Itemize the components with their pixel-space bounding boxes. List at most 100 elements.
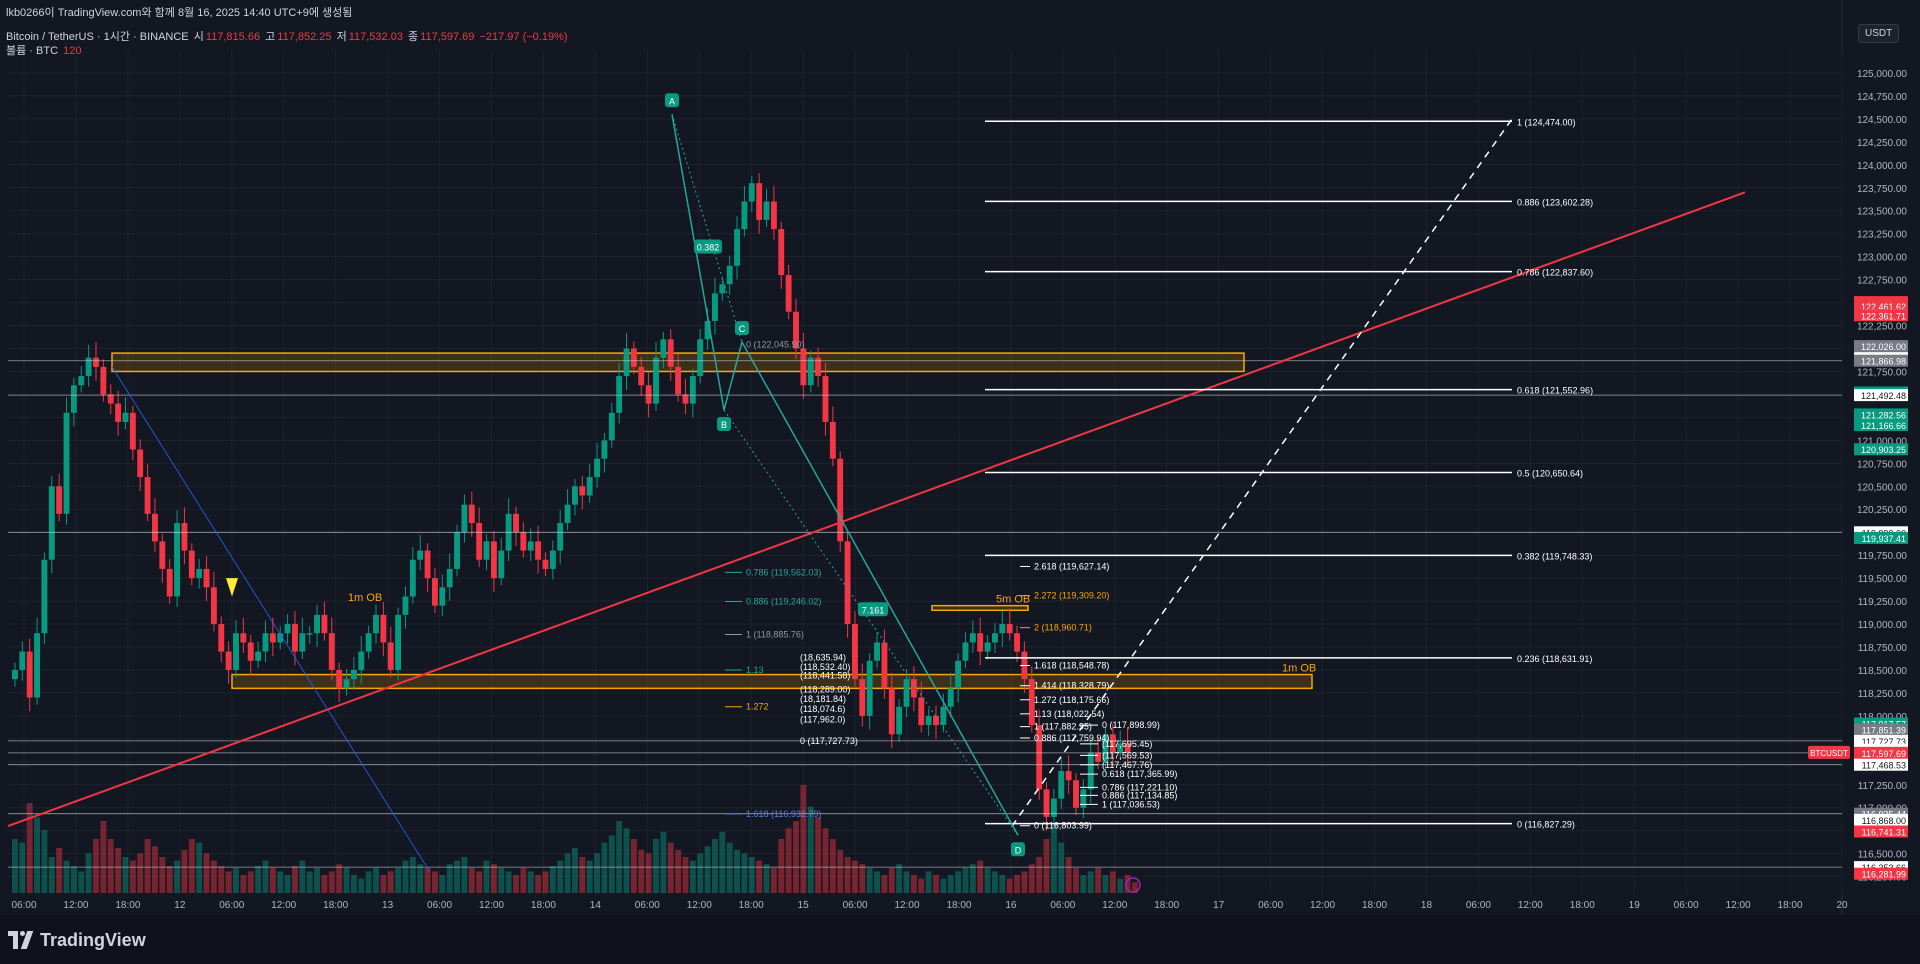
- abcd-point-a: [665, 93, 679, 108]
- price-axis-badge: [1854, 813, 1908, 826]
- candle-body: [476, 523, 483, 560]
- volume-bar: [299, 860, 306, 893]
- volume-value: 120: [63, 45, 82, 57]
- volume-bar: [476, 871, 483, 893]
- candle-body: [454, 532, 460, 569]
- x-tick-label: 18:00: [531, 900, 556, 911]
- volume-bar: [557, 860, 564, 893]
- candle-body: [1006, 624, 1013, 634]
- volume-bar: [616, 821, 623, 893]
- y-tick-label: 123,500.00: [1857, 207, 1907, 218]
- y-tick-label: 118,000.00: [1858, 712, 1908, 723]
- volume-bar: [778, 839, 785, 893]
- abcd-label: A: [669, 96, 675, 106]
- price-axis-badge-label: 117,851.39: [1862, 726, 1906, 736]
- volume-bar: [1028, 864, 1035, 893]
- y-tick-label: 125,000.00: [1857, 69, 1907, 80]
- volume-bar: [925, 871, 932, 893]
- x-tick-label: 13: [382, 900, 394, 911]
- candle-body: [1124, 743, 1131, 753]
- volume-bar: [667, 842, 674, 893]
- tradingview-logo[interactable]: TradingView: [8, 930, 146, 951]
- volume-bar: [417, 864, 424, 893]
- x-tick-label: 18: [1421, 900, 1433, 911]
- candle-body: [770, 201, 777, 230]
- candle-body: [542, 559, 549, 569]
- volume-bar: [284, 875, 291, 893]
- candle-body: [490, 541, 497, 579]
- candle-body: [218, 624, 225, 652]
- volume-bar: [881, 875, 888, 893]
- candle-body: [306, 633, 313, 635]
- candle-body: [535, 541, 542, 560]
- candle-body: [712, 293, 718, 321]
- volume-bar: [630, 839, 637, 893]
- fib-ext-label: 2.618 (119,627.14): [1034, 561, 1109, 571]
- candle-body: [630, 348, 637, 367]
- candle-body: [166, 568, 173, 597]
- candle-body: [888, 688, 895, 735]
- x-tick-label: 15: [798, 900, 810, 911]
- volume-bar: [940, 878, 947, 893]
- volume-bar: [660, 831, 667, 893]
- volume-bar: [1109, 871, 1116, 893]
- volume-bar: [527, 871, 534, 893]
- price-axis-badge: [1854, 746, 1908, 759]
- left-fib-label: 1.618 (116,932.79): [746, 809, 821, 819]
- candle-body: [586, 477, 593, 496]
- volume-bar: [461, 857, 468, 893]
- abcd-dotted: [671, 114, 743, 343]
- currency-button[interactable]: USDT: [1858, 24, 1900, 43]
- abcd-label: C: [739, 324, 746, 334]
- candle-body: [188, 550, 195, 579]
- volume-bar: [129, 860, 136, 893]
- volume-bar: [542, 871, 549, 893]
- volume-bar: [999, 875, 1006, 893]
- small-fib-label: 0.786 (117,221.10): [1102, 782, 1177, 792]
- volume-bar: [815, 817, 822, 893]
- volume-bar: [85, 853, 92, 893]
- candle-body: [26, 651, 33, 698]
- y-tick-label: 118,250.00: [1858, 689, 1908, 700]
- volume-bar: [785, 828, 792, 893]
- candle-body: [358, 651, 365, 670]
- candle-body: [255, 651, 262, 661]
- x-tick-label: 18:00: [1570, 900, 1595, 911]
- volume-bar: [255, 866, 262, 893]
- candle-body: [1080, 789, 1087, 808]
- candle-body: [424, 550, 431, 579]
- candle-body: [969, 633, 976, 643]
- ohlc-open: 117,815.66: [205, 31, 261, 43]
- candle-body: [594, 458, 600, 478]
- price-axis-badge-label: 116,868.00: [1862, 816, 1906, 826]
- price-axis-badge: [1854, 309, 1908, 322]
- candle-body: [292, 624, 298, 652]
- volume-bar: [984, 867, 991, 893]
- volume-bar: [19, 842, 26, 893]
- volume-bar: [1124, 875, 1131, 893]
- abcd-point-d: [1011, 842, 1025, 857]
- symbol-label[interactable]: Bitcoin / TetherUS · 1시간 · BINANCE: [6, 31, 189, 43]
- candle-body: [903, 679, 910, 707]
- ohlc-open-label: 시: [193, 31, 204, 43]
- candle-body: [675, 366, 682, 395]
- volume-bar: [1073, 867, 1079, 893]
- price-axis-badge-label: 116,741.31: [1862, 828, 1906, 838]
- candle-body: [144, 477, 151, 514]
- candle-body: [756, 183, 763, 220]
- candle-body: [918, 697, 925, 726]
- candle-body: [181, 523, 188, 551]
- volume-bar: [513, 875, 519, 893]
- candle-body: [314, 614, 320, 634]
- x-tick-label: 12:00: [479, 900, 504, 911]
- volume-bar: [166, 866, 173, 893]
- x-tick-label: 06:00: [843, 900, 868, 911]
- volume-bar: [844, 857, 851, 893]
- volume-bar: [947, 875, 954, 893]
- y-tick-label: 120,500.00: [1857, 482, 1907, 493]
- left-small-fib-label: (18,181.84): [800, 694, 846, 704]
- y-tick-label: 119,000.00: [1858, 620, 1908, 631]
- volume-label[interactable]: 볼륨 · BTC: [6, 45, 59, 57]
- x-tick-label: 12: [174, 900, 186, 911]
